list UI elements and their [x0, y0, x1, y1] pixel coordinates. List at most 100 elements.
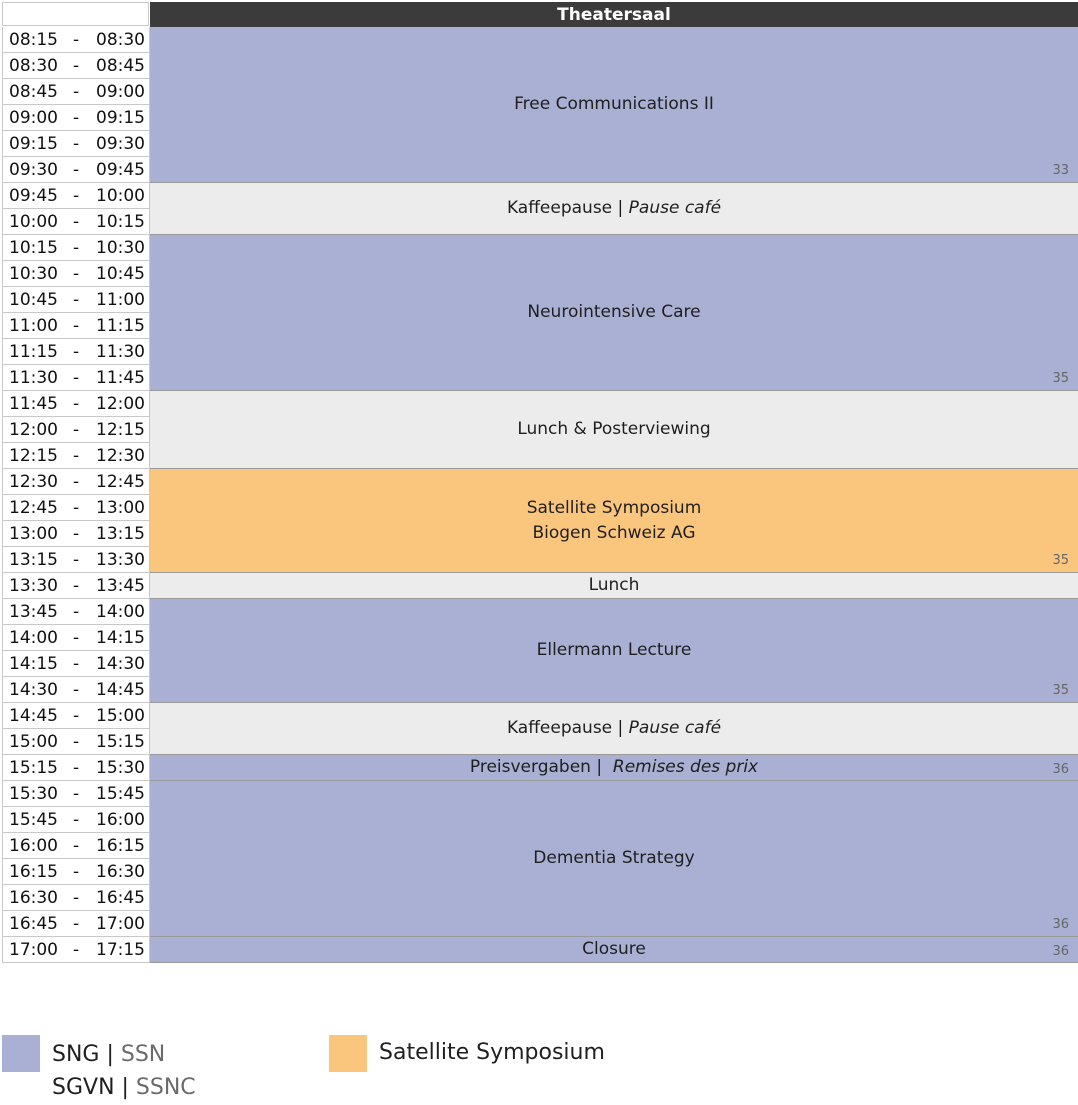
session-block: Satellite Symposium Biogen Schweiz AG 35 — [150, 469, 1078, 573]
time-start: 13:45 — [9, 602, 58, 622]
session-title: Closure — [582, 937, 646, 962]
time-dash: - — [73, 914, 80, 934]
time-slot-row: 15:45-16:00 — [2, 807, 150, 833]
time-end: 10:30 — [96, 238, 145, 258]
time-start: 16:45 — [9, 914, 58, 934]
time-slot-row: 08:45-09:00 — [2, 79, 150, 105]
time-dash: - — [73, 654, 80, 674]
session-block: Kaffeepause | Pause café — [150, 183, 1078, 235]
session-title-text: Neurointensive Care — [527, 302, 701, 322]
time-slot-row: 11:15-11:30 — [2, 339, 150, 365]
legend: SNG | SSN SGVN | SSNC Satellite Symposiu… — [0, 1030, 1078, 1105]
time-start: 08:15 — [9, 30, 58, 50]
page-reference: 36 — [1052, 762, 1069, 777]
time-end: 15:15 — [96, 732, 145, 752]
session-title-text: Lunch — [588, 575, 640, 595]
time-dash: - — [73, 316, 80, 336]
time-dash: - — [73, 160, 80, 180]
time-dash: - — [73, 758, 80, 778]
time-dash: - — [73, 732, 80, 752]
time-start: 14:45 — [9, 706, 58, 726]
time-end: 09:45 — [96, 160, 145, 180]
time-end: 13:30 — [96, 550, 145, 570]
time-end: 08:45 — [96, 56, 145, 76]
time-dash: - — [73, 420, 80, 440]
time-slot-row: 09:00-09:15 — [2, 105, 150, 131]
time-dash: - — [73, 706, 80, 726]
time-dash: - — [73, 836, 80, 856]
session-title-text: Dementia Strategy — [533, 848, 695, 868]
time-slot-row: 10:15-10:30 — [2, 235, 150, 261]
time-start: 15:15 — [9, 758, 58, 778]
session-block: Ellermann Lecture 35 — [150, 599, 1078, 703]
time-slot-row: 16:15-16:30 — [2, 859, 150, 885]
time-end: 17:00 — [96, 914, 145, 934]
time-start: 08:45 — [9, 82, 58, 102]
time-start: 16:30 — [9, 888, 58, 908]
session-title: Ellermann Lecture — [537, 638, 692, 663]
time-dash: - — [73, 680, 80, 700]
time-start: 15:30 — [9, 784, 58, 804]
time-start: 14:30 — [9, 680, 58, 700]
time-end: 10:45 — [96, 264, 145, 284]
time-end: 11:30 — [96, 342, 145, 362]
time-start: 11:00 — [9, 316, 58, 336]
time-dash: - — [73, 82, 80, 102]
time-start: 17:00 — [9, 940, 58, 960]
time-end: 09:15 — [96, 108, 145, 128]
time-start: 10:00 — [9, 212, 58, 232]
time-slot-row: 12:15-12:30 — [2, 443, 150, 469]
session-block: Free Communications II 33 — [150, 27, 1078, 183]
time-end: 12:30 — [96, 446, 145, 466]
time-slot-row: 09:30-09:45 — [2, 157, 150, 183]
time-start: 16:15 — [9, 862, 58, 882]
page-reference: 33 — [1052, 163, 1069, 178]
session-title-text: Lunch & Posterviewing — [517, 419, 711, 439]
session-title-italic: Pause café — [628, 198, 722, 218]
time-slot-row: 13:45-14:00 — [2, 599, 150, 625]
session-block: Lunch & Posterviewing — [150, 391, 1078, 469]
session-title-italic: Remises des prix — [612, 757, 759, 777]
session-block: Neurointensive Care 35 — [150, 235, 1078, 391]
session-block: Lunch — [150, 573, 1078, 599]
session-title: Neurointensive Care — [527, 300, 700, 325]
time-start: 11:15 — [9, 342, 58, 362]
time-end: 12:45 — [96, 472, 145, 492]
time-end: 08:30 — [96, 30, 145, 50]
time-slot-row: 09:45-10:00 — [2, 183, 150, 209]
legend-swatch-sng — [2, 1035, 40, 1072]
time-slot-row: 16:00-16:15 — [2, 833, 150, 859]
time-end: 15:00 — [96, 706, 145, 726]
room-header: Theatersaal — [150, 2, 1078, 27]
session-title-text: Preisvergaben | — [469, 757, 613, 777]
time-end: 11:00 — [96, 290, 145, 310]
time-start: 11:45 — [9, 394, 58, 414]
time-start: 10:15 — [9, 238, 58, 258]
session-title-text: Kaffeepause | — [506, 718, 629, 738]
legend-label-sgvn: SGVN | SSNC — [52, 1075, 196, 1100]
session-title-text: Closure — [582, 939, 646, 959]
time-slot-row: 11:45-12:00 — [2, 391, 150, 417]
time-end: 14:45 — [96, 680, 145, 700]
time-end: 13:15 — [96, 524, 145, 544]
time-slot-row: 15:30-15:45 — [2, 781, 150, 807]
time-start: 09:00 — [9, 108, 58, 128]
time-dash: - — [73, 498, 80, 518]
time-dash: - — [73, 342, 80, 362]
time-dash: - — [73, 108, 80, 128]
time-dash: - — [73, 368, 80, 388]
time-dash: - — [73, 602, 80, 622]
time-end: 17:15 — [96, 940, 145, 960]
time-dash: - — [73, 576, 80, 596]
time-slot-row: 13:15-13:30 — [2, 547, 150, 573]
time-slot-row: 15:00-15:15 — [2, 729, 150, 755]
time-dash: - — [73, 628, 80, 648]
time-slot-row: 13:30-13:45 — [2, 573, 150, 599]
time-end: 14:30 — [96, 654, 145, 674]
time-end: 11:45 — [96, 368, 145, 388]
time-start: 12:45 — [9, 498, 58, 518]
time-start: 09:15 — [9, 134, 58, 154]
time-slot-row: 14:45-15:00 — [2, 703, 150, 729]
time-slot-row: 11:30-11:45 — [2, 365, 150, 391]
time-slot-row: 08:30-08:45 — [2, 53, 150, 79]
